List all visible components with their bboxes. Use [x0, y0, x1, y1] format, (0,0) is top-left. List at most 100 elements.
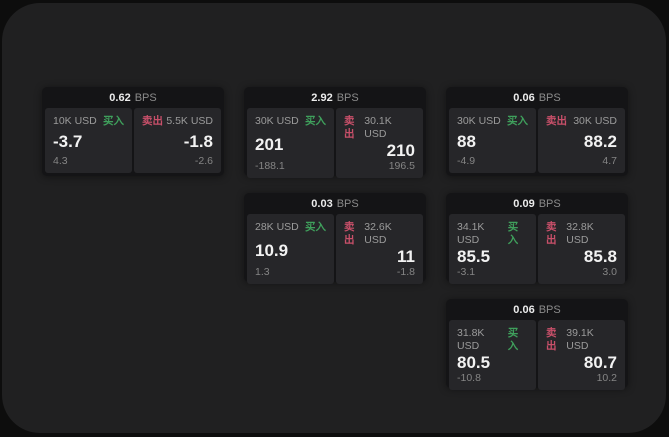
buy-price: 201 [255, 134, 284, 154]
sell-price: 88.2 [583, 132, 617, 151]
buy-panel[interactable]: 10K USD 买入 -3.7 4.3 [45, 108, 132, 173]
sell-side-label: 卖出 [142, 115, 163, 127]
buy-price: 85.5 [457, 247, 491, 266]
sell-delta: 3.0 [602, 266, 617, 278]
quote-card: 0.62 BPS 10K USD 买入 -3.7 4.3 卖出 5.5K USD [42, 87, 224, 176]
buy-amount-label: 10K USD [53, 115, 97, 127]
buy-side-label: 买入 [305, 221, 326, 233]
sell-side-label: 卖出 [546, 327, 557, 352]
quote-card: 0.06 BPS 30K USD 买入 88 -4.9 卖出 30K USD [446, 87, 628, 176]
sell-price: 85.8 [583, 247, 617, 266]
card-header: 0.09 BPS [446, 193, 628, 214]
buy-amount-label: 31.8K USD [457, 327, 485, 352]
quote-board-container: 0.62 BPS 10K USD 买入 -3.7 4.3 卖出 5.5K USD [2, 3, 666, 433]
buy-price: 10.9 [255, 240, 289, 260]
panels-row: 30K USD 买入 88 -4.9 卖出 30K USD 88.2 4.7 [446, 108, 628, 176]
sell-delta: 196.5 [388, 160, 415, 172]
buy-amount-label: 34.1K USD [457, 221, 485, 246]
sell-panel[interactable]: 卖出 30K USD 88.2 4.7 [538, 108, 625, 173]
card-header: 0.06 BPS [446, 87, 628, 108]
bps-value: 0.09 [513, 197, 535, 210]
sell-panel[interactable]: 卖出 30.1K USD 210 196.5 [336, 108, 423, 178]
bps-value: 0.06 [513, 91, 535, 104]
card-header: 0.62 BPS [42, 87, 224, 108]
sell-amount-label: 32.8K USD [566, 221, 594, 246]
sell-price: 11 [397, 247, 415, 266]
buy-delta: -4.9 [457, 155, 476, 167]
buy-side-label: 买入 [507, 221, 519, 246]
bps-unit-label: BPS [336, 91, 359, 104]
buy-panel[interactable]: 30K USD 买入 88 -4.9 [449, 108, 536, 173]
panels-row: 28K USD 买入 10.9 1.3 卖出 32.6K USD 11 -1.8 [244, 214, 426, 287]
buy-panel-top: 30K USD 买入 [255, 115, 326, 128]
panels-row: 34.1K USD 买入 85.5 -3.1 卖出 32.8K USD 85.8… [446, 214, 628, 287]
buy-delta: -188.1 [255, 160, 285, 172]
sell-side-label: 卖出 [546, 221, 557, 246]
buy-price: -3.7 [53, 132, 83, 151]
bps-unit-label: BPS [538, 91, 561, 104]
sell-price: 80.7 [583, 353, 617, 372]
buy-delta: 1.3 [255, 266, 270, 278]
sell-panel[interactable]: 卖出 5.5K USD -1.8 -2.6 [134, 108, 221, 173]
panels-row: 10K USD 买入 -3.7 4.3 卖出 5.5K USD -1.8 -2.… [42, 108, 224, 176]
bps-value: 0.62 [109, 91, 131, 104]
bps-value: 2.92 [311, 91, 333, 104]
sell-panel[interactable]: 卖出 32.8K USD 85.8 3.0 [538, 214, 625, 284]
buy-panel-top: 28K USD 买入 [255, 221, 326, 234]
panels-row: 30K USD 买入 201 -188.1 卖出 30.1K USD 210 1… [244, 108, 426, 181]
bps-unit-label: BPS [538, 197, 561, 210]
sell-panel[interactable]: 卖出 32.6K USD 11 -1.8 [336, 214, 423, 284]
buy-panel-top: 31.8K USD 买入 [457, 327, 528, 353]
buy-amount-label: 28K USD [255, 221, 299, 233]
buy-panel-top: 34.1K USD 买入 [457, 221, 528, 247]
card-header: 2.92 BPS [244, 87, 426, 108]
sell-panel-top: 卖出 39.1K USD [546, 327, 617, 353]
sell-delta: 4.7 [602, 155, 617, 167]
bps-value: 0.06 [513, 303, 535, 316]
sell-delta: -1.8 [396, 266, 415, 278]
buy-side-label: 买入 [507, 327, 519, 352]
sell-amount-label: 5.5K USD [166, 115, 213, 127]
buy-delta: -3.1 [457, 266, 476, 278]
bps-value: 0.03 [311, 197, 333, 210]
buy-panel-top: 30K USD 买入 [457, 115, 528, 128]
sell-amount-label: 30.1K USD [364, 115, 392, 140]
bps-unit-label: BPS [134, 91, 157, 104]
buy-panel[interactable]: 34.1K USD 买入 85.5 -3.1 [449, 214, 536, 284]
panels-row: 31.8K USD 买入 80.5 -10.8 卖出 39.1K USD 80.… [446, 320, 628, 393]
buy-side-label: 买入 [305, 115, 326, 127]
bps-unit-label: BPS [538, 303, 561, 316]
sell-panel-top: 卖出 32.8K USD [546, 221, 617, 247]
sell-side-label: 卖出 [344, 221, 355, 246]
buy-price: 80.5 [457, 353, 491, 372]
sell-price: 210 [386, 141, 415, 160]
buy-price: 88 [457, 132, 476, 151]
buy-panel-top: 10K USD 买入 [53, 115, 124, 128]
sell-side-label: 卖出 [546, 115, 567, 127]
sell-amount-label: 30K USD [573, 115, 617, 127]
sell-side-label: 卖出 [344, 115, 355, 140]
quote-card: 0.03 BPS 28K USD 买入 10.9 1.3 卖出 32.6K US… [244, 193, 426, 284]
buy-side-label: 买入 [103, 115, 124, 127]
bps-unit-label: BPS [336, 197, 359, 210]
sell-delta: -2.6 [194, 155, 213, 167]
buy-side-label: 买入 [507, 115, 528, 127]
card-header: 0.06 BPS [446, 299, 628, 320]
sell-delta: 10.2 [596, 372, 617, 384]
sell-panel[interactable]: 卖出 39.1K USD 80.7 10.2 [538, 320, 625, 390]
buy-panel[interactable]: 30K USD 买入 201 -188.1 [247, 108, 334, 178]
buy-amount-label: 30K USD [255, 115, 299, 127]
buy-panel[interactable]: 28K USD 买入 10.9 1.3 [247, 214, 334, 284]
buy-delta: 4.3 [53, 155, 68, 167]
sell-panel-top: 卖出 30.1K USD [344, 115, 415, 141]
card-header: 0.03 BPS [244, 193, 426, 214]
sell-panel-top: 卖出 32.6K USD [344, 221, 415, 247]
buy-delta: -10.8 [457, 372, 481, 384]
quote-card: 0.09 BPS 34.1K USD 买入 85.5 -3.1 卖出 32.8K… [446, 193, 628, 284]
sell-panel-top: 卖出 30K USD [546, 115, 617, 128]
sell-amount-label: 32.6K USD [364, 221, 392, 246]
quote-card: 2.92 BPS 30K USD 买入 201 -188.1 卖出 30.1K … [244, 87, 426, 178]
buy-panel[interactable]: 31.8K USD 买入 80.5 -10.8 [449, 320, 536, 390]
sell-panel-top: 卖出 5.5K USD [142, 115, 213, 128]
